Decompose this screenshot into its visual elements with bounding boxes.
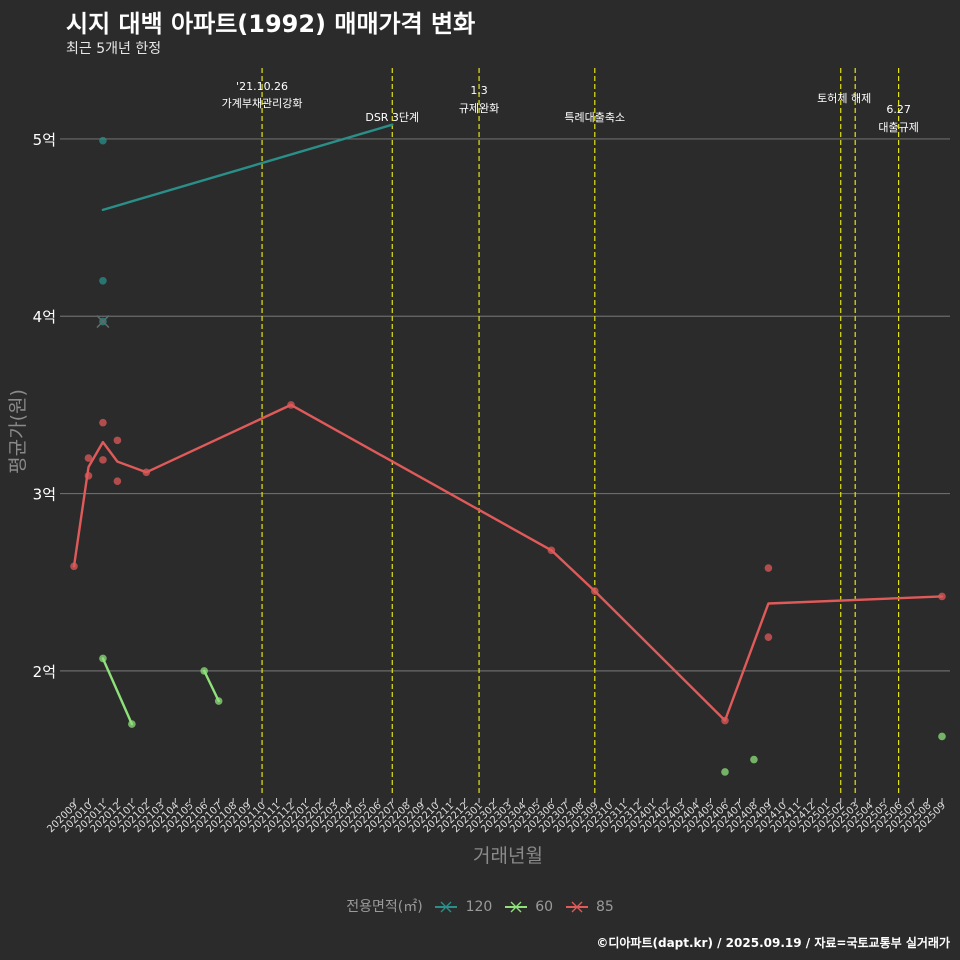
legend-label-85: 85 [595, 899, 614, 915]
series-line-60 [202, 669, 220, 703]
legend-key-85 [565, 901, 588, 913]
data-point-85 [591, 587, 599, 595]
event-label: 특례대출축소 [564, 111, 625, 124]
data-point-120 [99, 136, 107, 145]
series-line-60 [101, 657, 134, 726]
chart-subtitle: 최근 5개년 한정 [66, 41, 162, 57]
event-label: '21.10.26 [236, 80, 288, 93]
event-label: DSR 3단계 [365, 111, 419, 124]
data-point-85 [764, 564, 773, 572]
legend-label-120: 120 [465, 899, 493, 915]
data-point-120 [99, 276, 107, 285]
data-point-85 [721, 716, 729, 725]
x-axis-title: 거래년월 [473, 845, 543, 867]
legend-key-120 [435, 901, 458, 913]
data-point-60 [721, 768, 729, 776]
data-point-85 [547, 546, 556, 555]
legend: 전용면적(㎡) 120 60 85 [0, 896, 960, 916]
event-label: 토허제 해제 [817, 91, 871, 105]
y-tick-label: 4억 [33, 308, 56, 326]
y-tick-label: 2억 [33, 663, 56, 681]
legend-item-85: 85 [565, 899, 614, 915]
legend-key-60 [504, 901, 527, 913]
y-tick-label: 3억 [33, 486, 56, 504]
data-point-60 [750, 755, 758, 764]
data-point-85 [99, 418, 107, 427]
data-point-60 [128, 720, 136, 728]
data-point-85 [287, 401, 295, 409]
data-point-85 [938, 592, 946, 601]
series-marker-120 [96, 314, 110, 329]
data-point-85 [99, 456, 107, 464]
data-point-60 [938, 732, 946, 741]
data-point-85 [764, 633, 773, 641]
source-caption: ©디아파트(dapt.kr) / 2025.09.19 / 자료=국토교통부 실… [596, 936, 950, 950]
data-point-60 [99, 654, 107, 663]
legend-item-120: 120 [435, 899, 492, 915]
data-point-60 [200, 667, 208, 675]
data-point-85 [84, 472, 93, 480]
data-point-85 [70, 562, 78, 571]
data-point-85 [84, 454, 93, 462]
event-label: 규제완화 [459, 102, 499, 115]
event-label: 1.3 [470, 84, 488, 97]
chart-title: 시지 대백 아파트(1992) 매매가격 변화 [66, 10, 476, 38]
data-point-60 [214, 697, 223, 705]
event-label: 대출규제 [878, 121, 918, 134]
data-point-85 [113, 436, 122, 445]
legend-label-60: 60 [535, 899, 554, 915]
legend-title: 전용면적(㎡) [346, 899, 423, 915]
event-label: 가계부채관리강화 [222, 97, 303, 110]
legend-item-60: 60 [504, 899, 554, 915]
series-line-120 [101, 123, 394, 212]
event-label: 6.27 [886, 103, 911, 116]
data-point-85 [142, 468, 151, 477]
y-axis-title: 평균가(원) [7, 389, 29, 474]
y-tick-label: 5억 [33, 131, 56, 149]
data-point-85 [113, 477, 122, 485]
